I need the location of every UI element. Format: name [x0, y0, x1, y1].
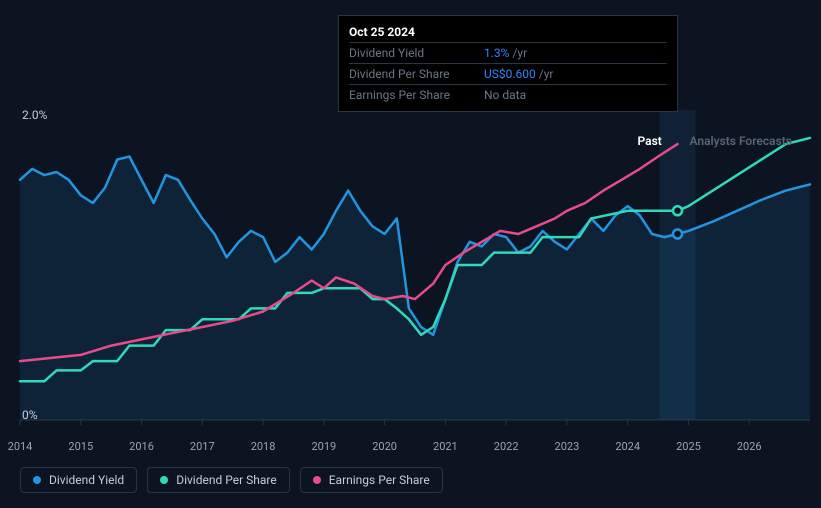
tooltip-unit: /yr: [512, 46, 527, 60]
tooltip-date: Oct 25 2024: [349, 22, 667, 43]
x-axis-label: 2014: [8, 440, 33, 453]
tooltip-row: Dividend Yield1.3%/yr: [349, 43, 667, 64]
tooltip-key: Dividend Per Share: [349, 67, 484, 81]
tooltip-value: 1.3%: [484, 46, 509, 60]
x-axis-label: 2018: [251, 440, 276, 453]
tooltip-value: No data: [484, 88, 526, 102]
x-axis-label: 2020: [372, 440, 397, 453]
legend-color-dot: [313, 476, 321, 484]
chart-legend: Dividend Yield Dividend Per Share Earnings…: [20, 467, 443, 493]
legend-item[interactable]: Earnings Per Share: [300, 467, 443, 493]
x-axis-label: 2023: [555, 440, 580, 453]
x-axis-label: 2021: [433, 440, 458, 453]
tooltip-row: Earnings Per ShareNo data: [349, 85, 667, 105]
y-axis-label: 2.0%: [22, 108, 47, 122]
past-section-label: Past: [638, 134, 662, 148]
forecast-section-label: Analysts Forecasts: [690, 134, 792, 148]
x-axis-label: 2022: [494, 440, 519, 453]
legend-item[interactable]: Dividend Yield: [20, 467, 137, 493]
tooltip-key: Dividend Yield: [349, 46, 484, 60]
tooltip-key: Earnings Per Share: [349, 88, 484, 102]
legend-item[interactable]: Dividend Per Share: [147, 467, 290, 493]
legend-label: Dividend Yield: [49, 473, 124, 487]
x-axis-label: 2025: [676, 440, 701, 453]
legend-color-dot: [33, 476, 41, 484]
legend-label: Dividend Per Share: [176, 473, 277, 487]
x-axis-label: 2015: [68, 440, 93, 453]
x-axis-label: 2016: [129, 440, 154, 453]
legend-color-dot: [160, 476, 168, 484]
x-axis-label: 2024: [615, 440, 640, 453]
legend-label: Earnings Per Share: [329, 473, 430, 487]
chart-tooltip: Oct 25 2024 Dividend Yield1.3%/yrDividen…: [338, 15, 678, 112]
tooltip-unit: /yr: [539, 67, 554, 81]
x-axis-label: 2017: [190, 440, 215, 453]
x-axis-label: 2026: [737, 440, 762, 453]
y-axis-label: 0%: [22, 408, 38, 422]
x-axis-label: 2019: [311, 440, 336, 453]
tooltip-row: Dividend Per ShareUS$0.600/yr: [349, 64, 667, 85]
tooltip-value: US$0.600: [484, 67, 536, 81]
